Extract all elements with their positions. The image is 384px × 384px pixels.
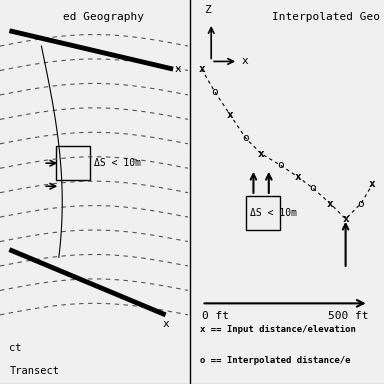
Text: o: o	[358, 199, 364, 209]
Text: Z: Z	[204, 5, 211, 15]
Text: o: o	[310, 183, 316, 193]
Text: x: x	[175, 64, 182, 74]
Text: o: o	[277, 160, 284, 170]
Text: Transect: Transect	[9, 366, 60, 376]
Text: 500 ft: 500 ft	[328, 311, 369, 321]
Text: o == Interpolated distance/e: o == Interpolated distance/e	[200, 356, 350, 365]
Text: x: x	[342, 214, 349, 224]
Text: o: o	[212, 87, 218, 97]
Bar	[56, 146, 90, 180]
Text: x: x	[294, 172, 301, 182]
Text: Interpolated Geo: Interpolated Geo	[272, 12, 381, 22]
Text: x: x	[242, 56, 249, 66]
Text: ΔS < 10m: ΔS < 10m	[250, 208, 296, 218]
Text: ed Geography: ed Geography	[63, 12, 144, 22]
Text: x: x	[369, 179, 376, 189]
Text: ΔS < 10m: ΔS < 10m	[94, 158, 141, 168]
Text: x == Input distance/elevation: x == Input distance/elevation	[200, 325, 356, 334]
Text: 0 ft: 0 ft	[202, 311, 228, 321]
Bar	[246, 196, 280, 230]
Text: x: x	[258, 149, 265, 159]
Text: x: x	[327, 199, 334, 209]
Text: x: x	[198, 64, 205, 74]
Text: x: x	[227, 110, 234, 120]
Text: x: x	[162, 319, 169, 329]
Text: ct: ct	[9, 343, 22, 353]
Text: o: o	[242, 133, 249, 143]
